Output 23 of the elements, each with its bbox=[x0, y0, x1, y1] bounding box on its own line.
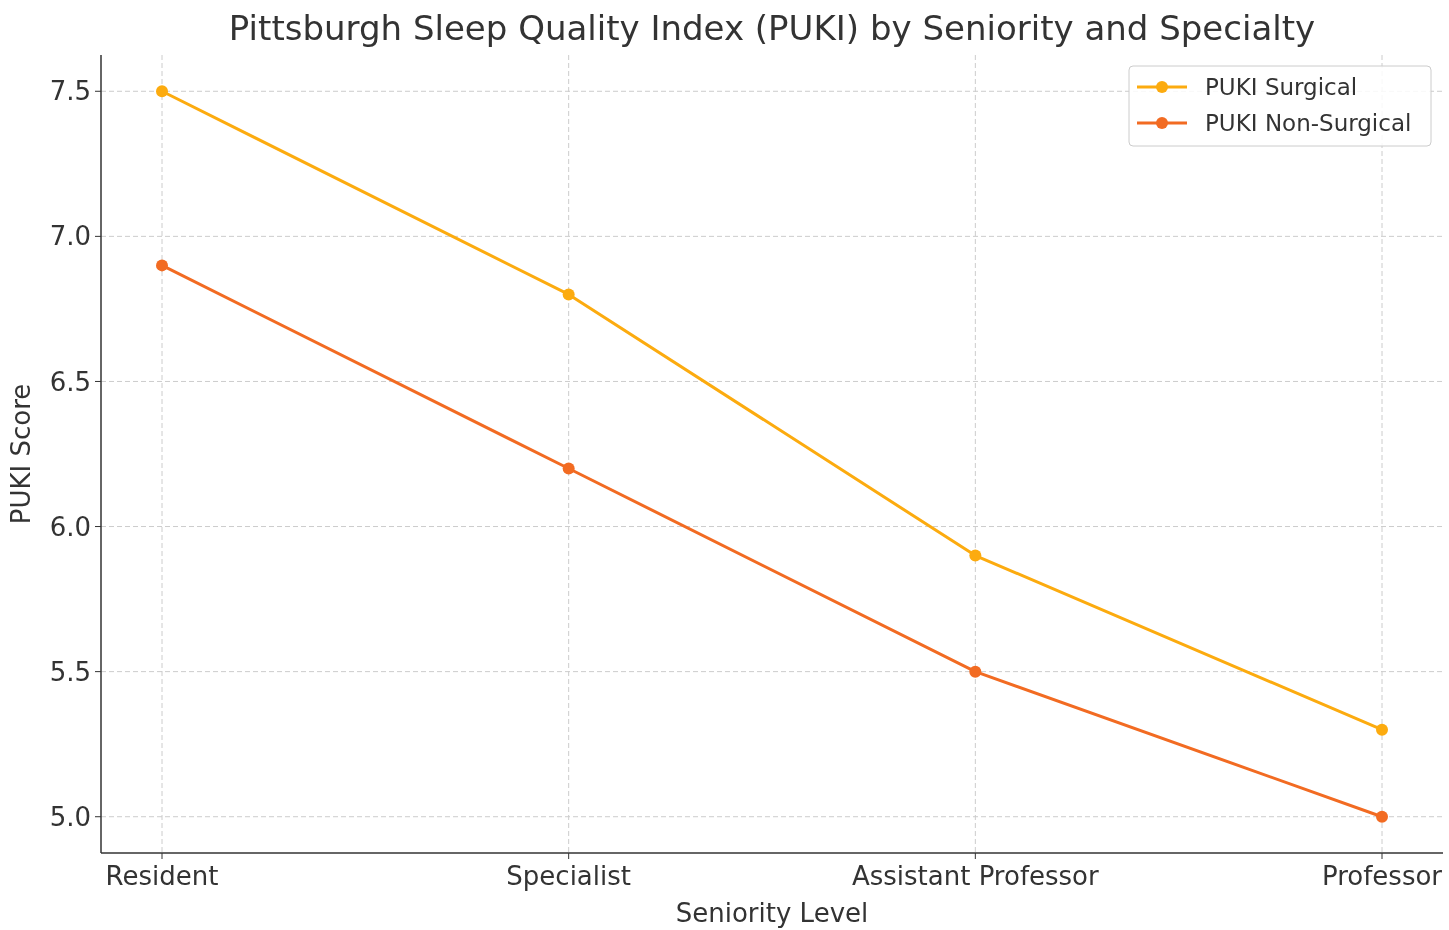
x-tick-label: Assistant Professor bbox=[851, 861, 1100, 891]
point bbox=[562, 462, 575, 475]
x-tick-label: Professor bbox=[1321, 861, 1443, 891]
point bbox=[1376, 810, 1388, 823]
y-tick-label: 6.0 bbox=[49, 511, 91, 542]
y-axis-title: PUKI Score bbox=[6, 383, 36, 525]
y-tick-label: 5.5 bbox=[49, 656, 91, 687]
point bbox=[562, 288, 575, 301]
x-tick-label: Specialist bbox=[506, 861, 631, 891]
y-tick-label: 6.5 bbox=[49, 366, 91, 397]
y-tick-label: 7.5 bbox=[49, 76, 91, 107]
point bbox=[1376, 723, 1388, 736]
point bbox=[969, 549, 982, 562]
point bbox=[156, 85, 168, 98]
point bbox=[156, 259, 168, 272]
x-tick-label: Resident bbox=[105, 861, 219, 891]
x-axis-title: Seniority Level bbox=[675, 898, 869, 928]
legend-label: PUKI Non-Surgical bbox=[1205, 110, 1412, 137]
legend-label: PUKI Surgical bbox=[1205, 74, 1358, 101]
chart-title: Pittsburgh Sleep Quality Index (PUKI) by Seniority and Specialty bbox=[228, 8, 1316, 48]
y-tick-label: 5.0 bbox=[49, 801, 91, 832]
y-tick-label: 7.0 bbox=[49, 221, 91, 252]
point bbox=[969, 665, 982, 678]
